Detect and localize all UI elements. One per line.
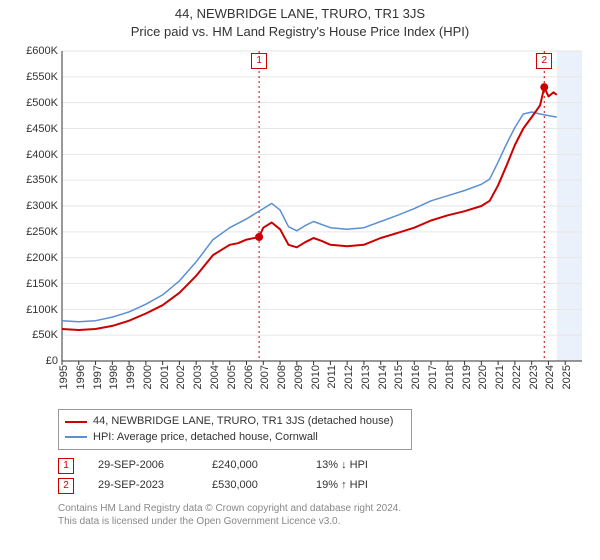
sale-marker-icon: 2 (536, 53, 552, 69)
x-axis-tick: 2006 (243, 365, 255, 389)
sales-table: 1 29-SEP-2006 £240,000 13% ↓ HPI 2 29-SE… (58, 456, 590, 496)
legend-label: 44, NEWBRIDGE LANE, TRURO, TR1 3JS (deta… (93, 414, 393, 429)
legend-swatch-price (65, 421, 87, 423)
x-axis-tick: 2008 (276, 365, 288, 389)
x-axis-tick: 2024 (544, 365, 556, 389)
x-axis-tick: 2002 (175, 365, 187, 389)
y-axis-tick: £150K (26, 278, 58, 290)
sale-date: 29-SEP-2023 (98, 476, 188, 496)
x-axis-tick: 2001 (159, 365, 171, 389)
y-axis-tick: £400K (26, 149, 58, 161)
sale-date: 29-SEP-2006 (98, 456, 188, 476)
sale-marker-icon: 2 (58, 478, 74, 494)
x-axis-tick: 2023 (528, 365, 540, 389)
page-subtitle: Price paid vs. HM Land Registry's House … (10, 24, 590, 40)
y-axis-tick: £0 (46, 355, 58, 367)
x-axis-tick: 2015 (393, 365, 405, 389)
y-axis-tick: £200K (26, 252, 58, 264)
y-axis-tick: £50K (32, 329, 58, 341)
x-axis-tick: 2007 (259, 365, 271, 389)
x-axis-tick: 2019 (461, 365, 473, 389)
x-axis-tick: 1997 (92, 365, 104, 389)
legend-label: HPI: Average price, detached house, Corn… (93, 430, 318, 445)
x-axis-tick: 1995 (58, 365, 70, 389)
x-axis-tick: 2000 (142, 365, 154, 389)
y-axis-tick: £100K (26, 304, 58, 316)
x-axis-tick: 1999 (125, 365, 137, 389)
footnote-line: Contains HM Land Registry data © Crown c… (58, 502, 590, 515)
y-axis-tick: £300K (26, 200, 58, 212)
sale-price: £530,000 (212, 476, 292, 496)
x-axis-tick: 2017 (427, 365, 439, 389)
x-axis-tick: 2012 (343, 365, 355, 389)
x-axis-tick: 2011 (326, 365, 338, 389)
sale-delta: 19% ↑ HPI (316, 476, 406, 496)
x-axis-tick: 2014 (377, 365, 389, 389)
x-axis-tick: 2020 (477, 365, 489, 389)
x-axis-tick: 2009 (293, 365, 305, 389)
x-axis-tick: 2010 (310, 365, 322, 389)
x-axis-tick: 2013 (360, 365, 372, 389)
page-title: 44, NEWBRIDGE LANE, TRURO, TR1 3JS (10, 6, 590, 22)
footnote: Contains HM Land Registry data © Crown c… (58, 502, 590, 528)
sale-price: £240,000 (212, 456, 292, 476)
price-chart: £0 £50K £100K £150K £200K £250K £300K £350K £400… (10, 45, 590, 405)
legend-item: 44, NEWBRIDGE LANE, TRURO, TR1 3JS (deta… (65, 414, 405, 429)
y-axis-tick: £250K (26, 226, 58, 238)
x-axis-tick: 2003 (192, 365, 204, 389)
legend-swatch-hpi (65, 436, 87, 438)
y-axis-tick: £500K (26, 97, 58, 109)
y-axis-tick: £550K (26, 71, 58, 83)
y-axis-tick: £450K (26, 123, 58, 135)
x-axis-tick: 2022 (511, 365, 523, 389)
x-axis-tick: 2018 (444, 365, 456, 389)
legend-item: HPI: Average price, detached house, Corn… (65, 430, 405, 445)
x-axis-tick: 2021 (494, 365, 506, 389)
x-axis-tick: 2005 (226, 365, 238, 389)
y-axis-tick: £350K (26, 174, 58, 186)
y-axis-tick: £600K (26, 45, 58, 57)
x-axis-tick: 2016 (410, 365, 422, 389)
sale-marker-icon: 1 (58, 458, 74, 474)
legend-box: 44, NEWBRIDGE LANE, TRURO, TR1 3JS (deta… (58, 409, 412, 450)
x-axis-tick: 1998 (108, 365, 120, 389)
sale-delta: 13% ↓ HPI (316, 456, 406, 476)
x-axis-tick: 2004 (209, 365, 221, 389)
x-axis-tick: 2025 (561, 365, 573, 389)
sale-row: 1 29-SEP-2006 £240,000 13% ↓ HPI (58, 456, 590, 476)
footnote-line: This data is licensed under the Open Gov… (58, 515, 590, 528)
sale-row: 2 29-SEP-2023 £530,000 19% ↑ HPI (58, 476, 590, 496)
sale-marker-icon: 1 (251, 53, 267, 69)
x-axis-tick: 1996 (75, 365, 87, 389)
